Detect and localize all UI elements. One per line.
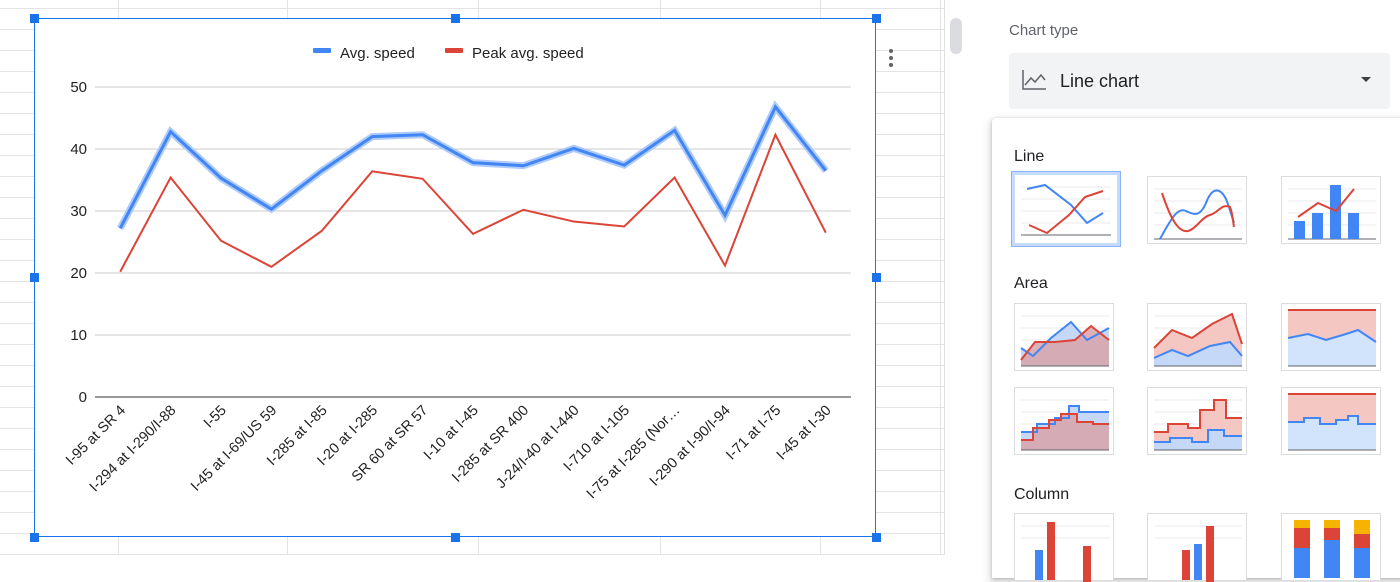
y-tick-label: 30: [70, 203, 87, 220]
percent-stepped-area-thumb-icon: [1288, 393, 1376, 451]
stacked-stepped-area-thumb-icon: [1154, 399, 1242, 451]
line-chart-icon: [1022, 70, 1046, 90]
chart-menu-icon[interactable]: [885, 47, 897, 75]
resize-handle[interactable]: [451, 14, 460, 23]
x-tick-label: I-75 at I-285 (Nor…: [584, 403, 684, 503]
resize-handle[interactable]: [30, 14, 39, 23]
scroll-track: [944, 0, 945, 555]
grid-row-line: [0, 8, 945, 9]
area-chart-thumb-icon: [1020, 315, 1110, 367]
thumb-100-stacked-column-chart[interactable]: [1281, 513, 1381, 581]
legend-peak-label: Peak avg. speed: [472, 45, 584, 62]
section-area-title: Area: [1014, 275, 1048, 292]
y-tick-label: 40: [70, 141, 87, 158]
y-tick-label: 0: [79, 389, 87, 406]
peak-avg-speed-line: [119, 132, 827, 273]
thumb-stacked-area-chart[interactable]: [1147, 303, 1247, 371]
legend-peak-swatch: [445, 48, 463, 53]
thumb-line-chart[interactable]: [1011, 171, 1121, 247]
legend-avg-swatch: [313, 48, 331, 53]
column-chart-thumb-icon: [1021, 522, 1109, 582]
stacked-area-thumb-icon: [1153, 312, 1243, 367]
thumb-smooth-line-chart[interactable]: [1147, 176, 1247, 244]
avg-speed-line: [118, 103, 827, 230]
smooth-line-thumb-icon: [1154, 188, 1242, 240]
legend-avg-label: Avg. speed: [340, 45, 415, 62]
percent-column-thumb-icon: [1294, 520, 1370, 578]
chart-type-value: Line chart: [1060, 71, 1140, 91]
thumb-100-stacked-area-chart[interactable]: [1281, 303, 1381, 371]
y-tick-label: 50: [70, 79, 87, 96]
chart-type-dropdown[interactable]: Line chart: [1009, 53, 1390, 109]
chart-object[interactable]: 0 10 20 30 40 50 I-95 at SR 4 I-294 at I-290/I-…: [34, 18, 893, 537]
thumb-combo-chart[interactable]: [1281, 176, 1381, 244]
thumb-stacked-stepped-area-chart[interactable]: [1147, 387, 1247, 455]
percent-area-thumb-icon: [1287, 309, 1377, 367]
caret-down-icon: [1361, 77, 1371, 82]
resize-handle[interactable]: [30, 533, 39, 542]
grid-col-line: [940, 0, 941, 555]
thumb-100-stacked-stepped-area-chart[interactable]: [1281, 387, 1381, 455]
thumb-stacked-column-chart[interactable]: [1147, 513, 1247, 582]
resize-handle[interactable]: [872, 533, 881, 542]
section-line-title: Line: [1014, 148, 1045, 165]
x-tick-label: I-45 at I-30: [774, 403, 835, 464]
resize-handle[interactable]: [451, 533, 460, 542]
thumb-area-chart[interactable]: [1014, 303, 1114, 371]
y-tick-label: 20: [70, 265, 87, 282]
y-tick-label: 10: [70, 327, 87, 344]
line-chart-thumb-icon: [1021, 183, 1111, 236]
section-column-title: Column: [1014, 486, 1070, 503]
combo-chart-thumb-icon: [1288, 185, 1376, 240]
x-tick-label: I-294 at I-290/I-88: [87, 403, 180, 496]
resize-handle[interactable]: [30, 273, 39, 282]
resize-handle[interactable]: [872, 273, 881, 282]
chart-type-menu: Line Area Column: [992, 118, 1400, 582]
vertical-scrollbar[interactable]: [950, 18, 962, 54]
x-tick-label: I-45 at I-69/US 59: [188, 403, 280, 495]
stacked-column-thumb-icon: [1154, 525, 1242, 582]
chart-type-label: Chart type: [1009, 22, 1079, 39]
avg-speed-line-halo: [117, 100, 829, 230]
resize-handle[interactable]: [872, 14, 881, 23]
stepped-area-thumb-icon: [1021, 399, 1109, 451]
thumb-column-chart[interactable]: [1014, 513, 1114, 582]
thumb-stepped-area-chart[interactable]: [1014, 387, 1114, 455]
x-tick-label: I-55: [201, 403, 230, 432]
